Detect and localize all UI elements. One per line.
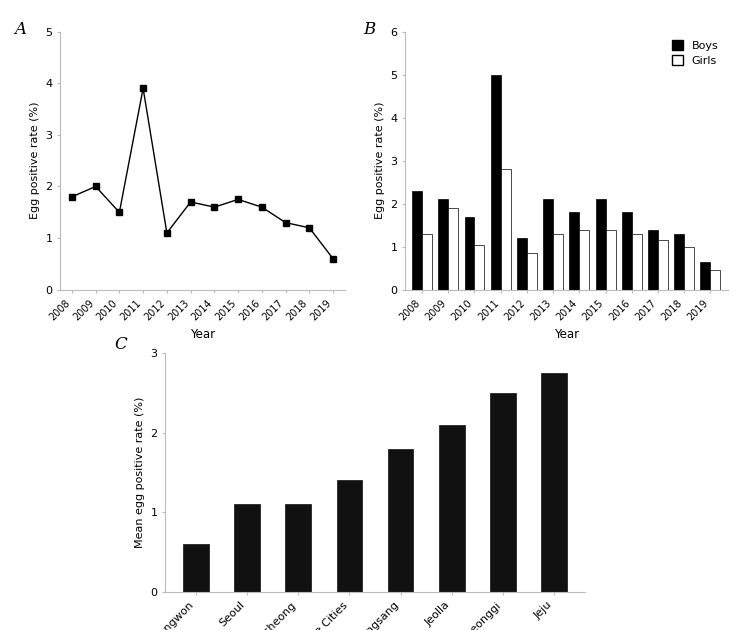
Bar bbox=[569, 212, 579, 290]
Y-axis label: Mean egg positive rate (%): Mean egg positive rate (%) bbox=[135, 397, 145, 548]
Bar bbox=[422, 234, 432, 290]
Bar bbox=[579, 229, 590, 290]
Bar bbox=[517, 238, 527, 290]
Y-axis label: Egg positive rate (%): Egg positive rate (%) bbox=[30, 102, 40, 219]
Bar bbox=[475, 244, 484, 290]
Bar bbox=[648, 229, 658, 290]
Bar bbox=[412, 191, 422, 290]
Bar bbox=[439, 425, 465, 592]
Text: C: C bbox=[115, 336, 128, 353]
X-axis label: Year: Year bbox=[190, 328, 215, 341]
Text: B: B bbox=[363, 21, 375, 38]
Bar bbox=[490, 74, 501, 290]
Bar bbox=[684, 247, 694, 290]
Bar bbox=[658, 240, 668, 290]
Bar bbox=[527, 253, 537, 290]
Bar bbox=[337, 481, 362, 592]
Bar bbox=[542, 373, 567, 592]
X-axis label: Year: Year bbox=[554, 328, 579, 341]
Bar bbox=[501, 169, 511, 290]
Bar bbox=[490, 392, 516, 592]
Bar bbox=[605, 229, 616, 290]
Bar bbox=[285, 505, 311, 592]
Bar bbox=[622, 212, 632, 290]
Bar bbox=[448, 208, 458, 290]
Bar bbox=[632, 234, 642, 290]
Bar bbox=[234, 505, 260, 592]
Bar bbox=[700, 262, 710, 290]
Bar bbox=[388, 449, 413, 592]
Bar bbox=[674, 234, 684, 290]
Bar bbox=[438, 199, 448, 290]
Bar bbox=[464, 217, 475, 290]
Bar bbox=[183, 544, 209, 592]
Bar bbox=[596, 199, 605, 290]
Bar bbox=[543, 199, 554, 290]
Bar bbox=[554, 234, 563, 290]
Bar bbox=[710, 270, 721, 290]
Y-axis label: Egg positive rate (%): Egg positive rate (%) bbox=[375, 102, 385, 219]
Legend: Boys, Girls: Boys, Girls bbox=[668, 37, 722, 69]
Text: A: A bbox=[14, 21, 26, 38]
